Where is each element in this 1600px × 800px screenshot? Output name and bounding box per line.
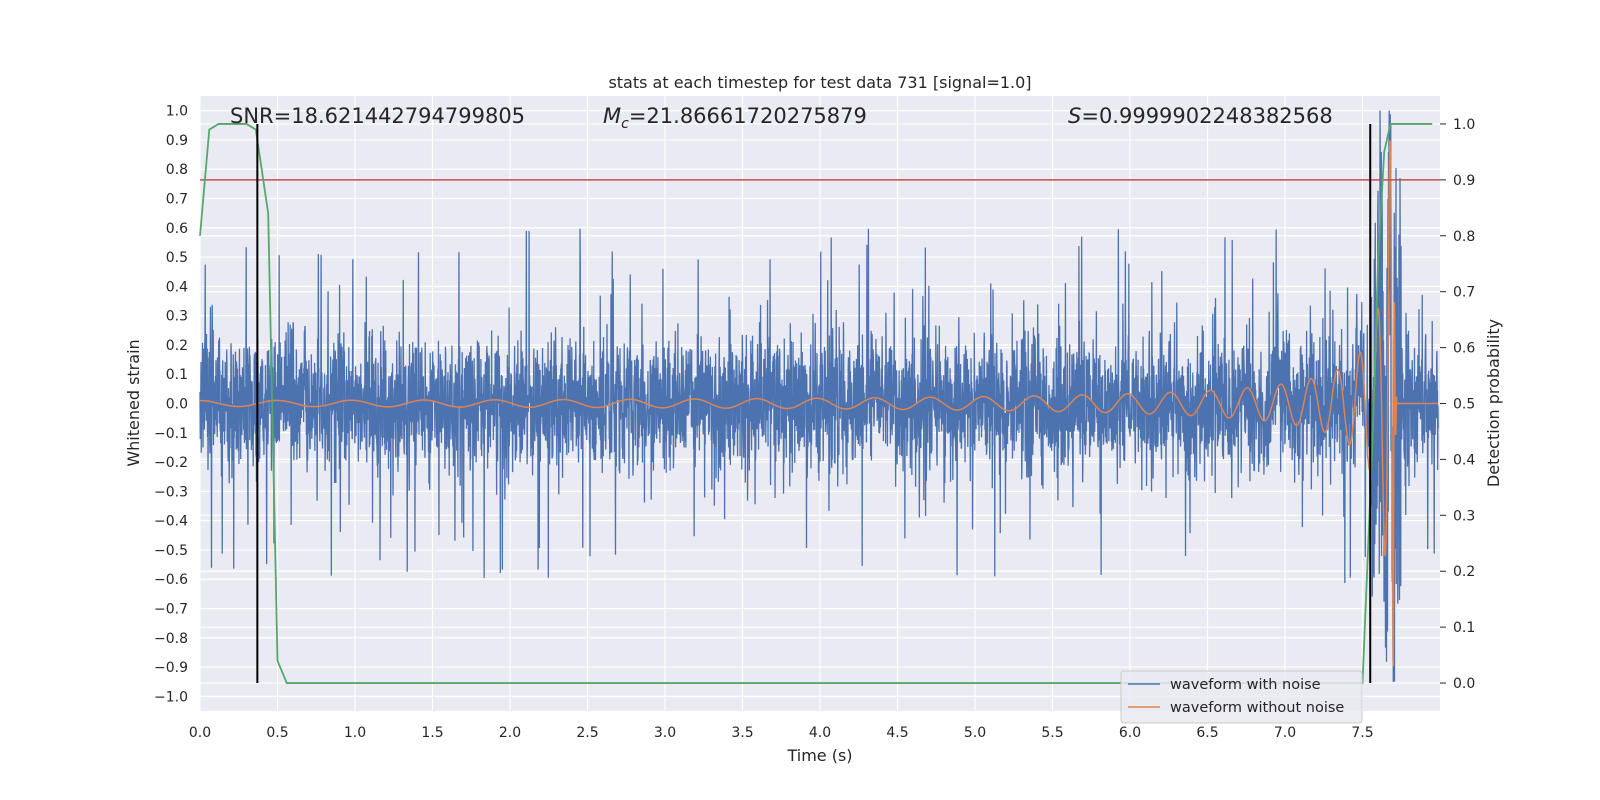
series-waveform-with-noise	[199, 110, 1439, 682]
y-axis-label: Whitened strain	[124, 339, 143, 466]
y-tick-label: −0.1	[154, 426, 188, 442]
x-tick-label: 4.5	[886, 725, 908, 741]
y2-tick-label: 0.2	[1453, 564, 1475, 580]
y-tick-label: 1.0	[166, 104, 188, 120]
x-tick-label: 2.5	[576, 725, 598, 741]
y2-tick-label: 0.0	[1453, 676, 1475, 692]
y-tick-label: 0.7	[166, 192, 188, 208]
y-tick-label: −0.4	[154, 514, 188, 530]
x-tick-label: 7.5	[1351, 725, 1373, 741]
y-tick-label: −0.6	[154, 572, 188, 588]
y2-tick-labels: 1.0 0.9 0.8 0.7 0.6 0.5 0.4 0.3 0.2 0.1 0.0	[1440, 117, 1475, 692]
y-tick-label: 0.5	[166, 250, 188, 266]
x-tick-label: 0.0	[189, 725, 211, 741]
y-tick-label: −0.5	[154, 543, 188, 559]
annotation-s: S=0.9999902248382568	[1068, 104, 1333, 128]
x-tick-label: 2.0	[499, 725, 521, 741]
x-tick-label: 5.0	[964, 725, 986, 741]
y2-tick-label: 0.5	[1453, 397, 1475, 413]
legend-label-clean: waveform without noise	[1170, 700, 1344, 716]
x-tick-label: 3.5	[731, 725, 753, 741]
x-axis-label: Time (s)	[786, 746, 852, 765]
y-tick-labels: 1.0 0.9 0.8 0.7 0.6 0.5 0.4 0.3 0.2 0.1 0.0 −0.1 −0.…	[154, 104, 188, 706]
x-tick-label: 0.5	[266, 725, 288, 741]
y-tick-label: 0.8	[166, 162, 188, 178]
x-tick-label: 7.0	[1274, 725, 1296, 741]
series-detection-probability	[199, 123, 1433, 684]
y2-tick-label: 0.8	[1453, 229, 1475, 245]
y2-tick-label: 0.6	[1453, 341, 1475, 357]
y2-tick-label: 0.7	[1453, 285, 1475, 301]
y2-tick-label: 1.0	[1453, 117, 1475, 133]
annotation-snr: SNR=18.621442794799805	[230, 104, 525, 128]
y-tick-label: 0.6	[166, 221, 188, 237]
annotation-s-symbol: S	[1068, 104, 1081, 128]
x-tick-label: 1.5	[421, 725, 443, 741]
x-tick-labels: 0.0 0.5 1.0 1.5 2.0 2.5 3.0 3.5 4.0 4.5 5.0 5.5 6.0 6…	[189, 725, 1374, 741]
y2-axis-label: Detection probability	[1484, 319, 1503, 487]
series-waveform-without-noise	[200, 140, 1439, 666]
x-tick-label: 6.0	[1119, 725, 1141, 741]
y-tick-label: 0.3	[166, 309, 188, 325]
y2-tick-label: 0.1	[1453, 620, 1475, 636]
y-tick-label: −0.2	[154, 455, 188, 471]
y-tick-label: −0.9	[154, 660, 188, 676]
y-tick-label: −0.7	[154, 602, 188, 618]
marker-layer	[256, 123, 1372, 684]
y-tick-label: 0.9	[166, 133, 188, 149]
x-tick-label: 1.0	[344, 725, 366, 741]
annotation-s-value: =0.9999902248382568	[1081, 104, 1332, 128]
x-tick-label: 5.5	[1041, 725, 1063, 741]
legend-label-noise: waveform with noise	[1170, 677, 1321, 693]
annotation-mc-sub: c	[621, 116, 629, 132]
y-tick-label: 0.4	[166, 279, 188, 295]
y-tick-label: 0.0	[166, 397, 188, 413]
annotation-mc-value: =21.86661720275879	[629, 104, 867, 128]
x-tick-label: 3.0	[654, 725, 676, 741]
y2-tick-label: 0.9	[1453, 173, 1475, 189]
y2-tick-label: 0.4	[1453, 452, 1475, 468]
chart-title: stats at each timestep for test data 731…	[608, 73, 1031, 92]
y-tick-label: −1.0	[154, 689, 188, 705]
annotation-mc-symbol: M	[603, 104, 621, 128]
y2-tick-label: 0.3	[1453, 508, 1475, 524]
x-tick-label: 6.5	[1196, 725, 1218, 741]
legend-box	[1120, 670, 1363, 724]
x-tick-label: 4.0	[809, 725, 831, 741]
legend: waveform with noise waveform without noi…	[1120, 670, 1363, 724]
y-tick-label: 0.1	[166, 367, 188, 383]
y-tick-label: −0.3	[154, 484, 188, 500]
annotation-mc: Mc=21.86661720275879	[603, 104, 867, 132]
series-layer	[199, 110, 1440, 684]
y-tick-label: −0.8	[154, 631, 188, 647]
y-tick-label: 0.2	[166, 338, 188, 354]
